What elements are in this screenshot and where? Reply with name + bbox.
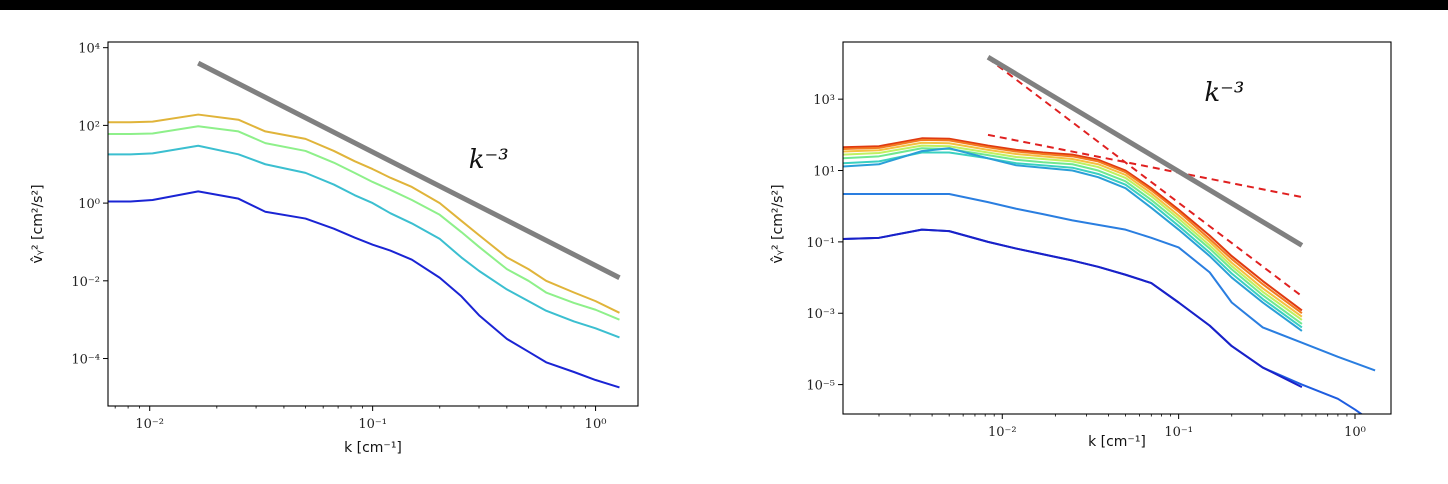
series-line-1 [108, 113, 620, 314]
series-line-8 [843, 192, 1376, 372]
series-line-7 [843, 147, 1303, 332]
y-tick-label: 10⁻³ [806, 307, 835, 322]
y-axis-label: v̂ᵧ² [cm²/s²] [30, 184, 46, 263]
left-chart: 10⁻² 10⁻¹ 10⁰ 10⁻⁴ 10⁻² 10⁰ 10² 10⁴ k [cm⁻¹] v̂ᵧ²… [30, 41, 639, 456]
series-line-1 [843, 137, 1303, 312]
y-tick-label: 10³ [813, 93, 835, 108]
y-tick-label: 10⁻² [71, 275, 100, 290]
y-tick-label: 10¹ [813, 165, 835, 180]
reference-slope-line [986, 55, 1304, 248]
series-line-3 [843, 141, 1303, 318]
reference-slope-line [197, 60, 621, 280]
series-line-4 [108, 190, 620, 389]
plot-frame [842, 41, 1392, 415]
y-tick-label: 10² [78, 119, 100, 134]
series-line-5 [843, 147, 1303, 325]
x-tick-label: 10⁰ [1344, 425, 1366, 440]
series-line-2 [843, 138, 1303, 315]
y-tick-label: 10⁰ [78, 197, 100, 212]
series-line-6 [843, 151, 1303, 329]
y-tick-label: 10⁻¹ [806, 236, 835, 251]
x-tick-label: 10⁻² [135, 417, 164, 432]
slope-annotation: k⁻³ [469, 145, 509, 175]
slope-annotation: k⁻³ [1204, 78, 1244, 108]
y-axis-label: v̂ᵧ² [cm²/s²] [770, 184, 786, 263]
x-tick-label: 10⁻² [988, 425, 1017, 440]
y-tick-label: 10⁻⁵ [806, 379, 835, 394]
x-axis-label: k [cm⁻¹] [1088, 434, 1146, 450]
top-bar [0, 0, 1448, 10]
x-tick-label: 10⁻¹ [1164, 425, 1193, 440]
series-line-2 [108, 125, 620, 321]
x-axis-label: k [cm⁻¹] [344, 440, 402, 456]
x-tick-label: 10⁰ [585, 417, 607, 432]
fit-line-1 [987, 57, 1303, 298]
x-tick-label: 10⁻¹ [358, 417, 387, 432]
series-line-10 [843, 228, 1303, 389]
series-line-3 [108, 144, 620, 339]
series-line-4 [843, 144, 1303, 321]
y-tick-label: 10⁻⁴ [71, 353, 100, 368]
fit-line-2 [987, 133, 1303, 199]
y-tick-label: 10⁴ [78, 42, 100, 57]
